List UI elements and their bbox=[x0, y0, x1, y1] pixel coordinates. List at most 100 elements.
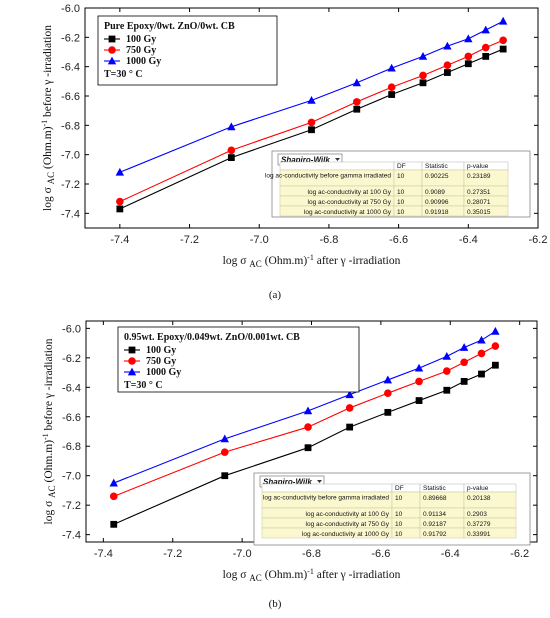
table-cell-value: 10 bbox=[397, 173, 405, 180]
data-point bbox=[442, 351, 451, 360]
series-750-gy bbox=[116, 36, 507, 206]
data-point bbox=[109, 492, 118, 501]
x-tick-label: -7.4 bbox=[94, 548, 113, 560]
data-point bbox=[116, 197, 124, 206]
legend-marker bbox=[108, 46, 116, 54]
data-point bbox=[443, 367, 451, 375]
table-header: p-value bbox=[467, 485, 489, 492]
series-line bbox=[113, 330, 496, 484]
y-tick-label: -7.2 bbox=[62, 500, 81, 512]
data-point bbox=[303, 406, 313, 415]
data-point bbox=[308, 126, 315, 134]
data-point bbox=[464, 52, 473, 61]
chevron-down-icon[interactable] bbox=[317, 480, 322, 483]
data-point bbox=[227, 146, 236, 155]
data-point bbox=[499, 36, 507, 45]
table-cell-value: 0.91134 bbox=[423, 511, 446, 518]
x-axis-title: log σ AC (Ohm.m)-1 after γ -irradiation bbox=[223, 567, 401, 583]
x-tick-label: -6.4 bbox=[459, 234, 478, 246]
y-tick-label: -6.0 bbox=[62, 323, 81, 335]
y-tick-label: -6.8 bbox=[61, 120, 80, 132]
table-cell-value: 0.90225 bbox=[425, 173, 449, 180]
chart-b: -7.4 -7.2 -7.0 -6.8 -6.6 -6.4 -6.2 -6.0 -6.2 -6.4… bbox=[41, 320, 538, 610]
data-point bbox=[353, 105, 361, 113]
data-point bbox=[110, 520, 118, 528]
series-1000-gy bbox=[109, 326, 500, 487]
data-point bbox=[443, 41, 452, 50]
table-cell-value: 0.28071 bbox=[467, 199, 491, 206]
data-point bbox=[464, 34, 473, 43]
y-tick-label: -6.8 bbox=[62, 441, 81, 453]
table-cell-value: 0.89668 bbox=[423, 495, 447, 502]
series-1000-gy bbox=[115, 16, 508, 176]
legend-entry: 100 Gy bbox=[126, 34, 156, 45]
table-cell-value: 10 bbox=[395, 521, 403, 528]
table-cell-value: 0.27351 bbox=[467, 189, 491, 196]
table-row-label: log ac-conductivity at 1000 Gy bbox=[304, 209, 392, 216]
data-point bbox=[499, 45, 507, 53]
table-cell-value: 0.90996 bbox=[425, 199, 449, 206]
data-point bbox=[304, 423, 312, 431]
chevron-down-icon[interactable] bbox=[335, 158, 340, 161]
table-cell bbox=[463, 205, 509, 217]
data-point bbox=[491, 326, 500, 335]
y-tick-label: -7.4 bbox=[62, 530, 81, 542]
data-point bbox=[304, 444, 312, 452]
data-point bbox=[388, 91, 396, 98]
x-tick-label: -7.2 bbox=[163, 548, 182, 560]
table-cell-value: 10 bbox=[397, 199, 405, 206]
data-point bbox=[443, 386, 451, 394]
table-cell-value: 10 bbox=[395, 531, 403, 538]
data-point bbox=[481, 25, 490, 34]
y-tick-label: -6.2 bbox=[62, 353, 81, 365]
legend-marker bbox=[108, 35, 116, 43]
y-tick-label: -6.0 bbox=[61, 3, 80, 15]
chart-a: -7.4 -7.2 -7.0 -6.8 -6.6 -6.4 -6.2 -6.0 -6.2 -6.4… bbox=[40, 3, 548, 301]
y-axis-title: log σ AC (Ohm.m)-1 before γ -irradiation bbox=[41, 338, 57, 524]
table-cell-value: 0.91792 bbox=[423, 531, 447, 538]
legend-entry: 1000 Gy bbox=[126, 56, 161, 67]
data-point bbox=[482, 53, 490, 60]
data-point bbox=[415, 397, 423, 404]
y-tick-label: -6.6 bbox=[62, 412, 81, 424]
table-row-label: log ac-conductivity at 750 Gy bbox=[308, 199, 392, 206]
x-axis-title: log σ AC (Ohm.m)-1 after γ -irradiation bbox=[223, 253, 401, 269]
table-header-cell bbox=[261, 483, 393, 493]
data-point bbox=[419, 71, 427, 80]
y-axis-title: log σ AC (Ohm.m)-1 before γ -irradiation bbox=[40, 25, 56, 211]
series-100-gy bbox=[110, 361, 499, 528]
data-point bbox=[307, 96, 316, 104]
data-point bbox=[220, 434, 229, 443]
table-cell-value: 0.2903 bbox=[467, 511, 487, 518]
table-cell-value: 0.37279 bbox=[467, 521, 491, 528]
data-point bbox=[477, 335, 486, 344]
data-point bbox=[227, 154, 235, 161]
series-line bbox=[119, 48, 504, 210]
data-point bbox=[383, 375, 393, 384]
y-tick-label: -6.6 bbox=[61, 91, 80, 103]
data-point bbox=[491, 361, 499, 369]
data-point bbox=[415, 377, 423, 386]
data-point bbox=[384, 389, 392, 397]
data-point bbox=[478, 370, 485, 378]
data-point bbox=[477, 349, 486, 358]
x-tick-label: -6.2 bbox=[529, 234, 548, 246]
legend-box bbox=[97, 15, 278, 86]
legend-entry: 750 Gy bbox=[146, 356, 176, 367]
data-point bbox=[387, 83, 396, 91]
table-cell-value: 10 bbox=[395, 495, 403, 502]
y-tick-label: -7.0 bbox=[62, 471, 81, 483]
data-point bbox=[221, 472, 229, 480]
y-tick-label: -7.0 bbox=[61, 150, 80, 162]
legend-marker bbox=[107, 56, 117, 65]
table-cell-value: 0.91918 bbox=[425, 209, 449, 216]
y-tick-label: -6.4 bbox=[61, 62, 80, 74]
y-tick-label: -7.2 bbox=[61, 179, 80, 191]
x-tick-label: -7.0 bbox=[250, 234, 269, 246]
table-header: p-value bbox=[467, 163, 489, 170]
data-point bbox=[109, 478, 118, 487]
y-tick-label: -6.2 bbox=[61, 32, 80, 44]
series-line bbox=[119, 20, 504, 173]
data-point bbox=[459, 343, 469, 351]
legend-note: T=30 ° C bbox=[124, 380, 163, 391]
